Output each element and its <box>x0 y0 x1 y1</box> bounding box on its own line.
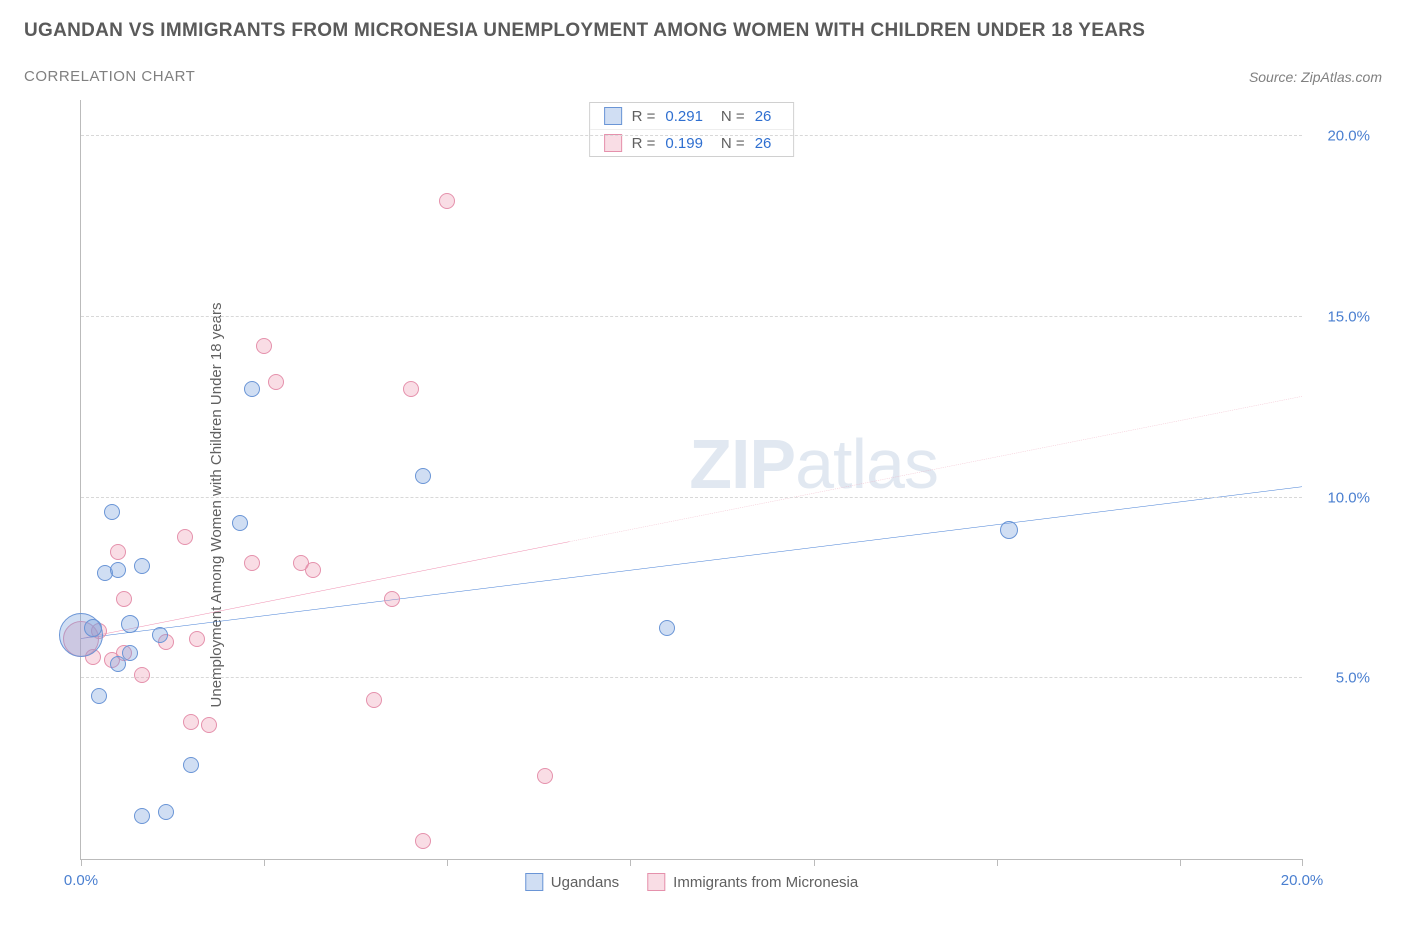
series-legend: Ugandans Immigrants from Micronesia <box>525 873 858 891</box>
x-tick <box>1180 859 1181 866</box>
y-tick-label: 10.0% <box>1327 489 1370 506</box>
x-tick <box>997 859 998 866</box>
gridline <box>81 677 1302 678</box>
data-point-ugandans <box>158 804 174 820</box>
legend-swatch-ugandans <box>525 873 543 891</box>
data-point-micronesia <box>189 631 205 647</box>
data-point-ugandans <box>110 562 126 578</box>
data-point-ugandans <box>121 615 139 633</box>
data-point-micronesia <box>403 381 419 397</box>
data-point-micronesia <box>256 338 272 354</box>
watermark: ZIPatlas <box>689 424 938 504</box>
data-point-micronesia <box>268 374 284 390</box>
r-value-ugandans: 0.291 <box>665 108 703 125</box>
data-point-ugandans <box>183 757 199 773</box>
plot-area: ZIPatlas R = 0.291 N = 26 R = 0.199 N = … <box>80 100 1302 860</box>
data-point-ugandans <box>659 620 675 636</box>
data-point-ugandans <box>134 558 150 574</box>
stats-row-ugandans: R = 0.291 N = 26 <box>590 103 794 129</box>
n-label: N = <box>721 135 745 152</box>
stats-legend: R = 0.291 N = 26 R = 0.199 N = 26 <box>589 102 795 157</box>
data-point-micronesia <box>244 555 260 571</box>
legend-item-micronesia: Immigrants from Micronesia <box>647 873 858 891</box>
y-tick-label: 20.0% <box>1327 128 1370 145</box>
n-value-micronesia: 26 <box>755 135 772 152</box>
n-value-ugandans: 26 <box>755 108 772 125</box>
x-tick <box>264 859 265 866</box>
y-tick-label: 5.0% <box>1336 670 1370 687</box>
swatch-ugandans <box>604 107 622 125</box>
data-point-micronesia <box>415 833 431 849</box>
data-point-micronesia <box>177 529 193 545</box>
x-tick <box>81 859 82 866</box>
data-point-micronesia <box>537 768 553 784</box>
legend-label-ugandans: Ugandans <box>551 874 619 891</box>
data-point-ugandans <box>232 515 248 531</box>
data-point-ugandans <box>84 619 102 637</box>
data-point-micronesia <box>116 591 132 607</box>
data-point-ugandans <box>1000 521 1018 539</box>
x-tick <box>814 859 815 866</box>
gridline <box>81 316 1302 317</box>
r-label: R = <box>632 108 656 125</box>
data-point-ugandans <box>91 688 107 704</box>
data-point-micronesia <box>384 591 400 607</box>
data-point-ugandans <box>244 381 260 397</box>
legend-item-ugandans: Ugandans <box>525 873 619 891</box>
legend-swatch-micronesia <box>647 873 665 891</box>
data-point-ugandans <box>152 627 168 643</box>
trend-lines <box>81 100 1302 859</box>
chart-title: UGANDAN VS IMMIGRANTS FROM MICRONESIA UN… <box>24 20 1382 42</box>
y-tick-label: 15.0% <box>1327 308 1370 325</box>
data-point-micronesia <box>201 717 217 733</box>
gridline <box>81 497 1302 498</box>
stats-row-micronesia: R = 0.199 N = 26 <box>590 129 794 156</box>
x-tick <box>630 859 631 866</box>
data-point-micronesia <box>305 562 321 578</box>
gridline <box>81 135 1302 136</box>
x-tick-label: 20.0% <box>1281 872 1324 889</box>
chart-source: Source: ZipAtlas.com <box>1249 69 1382 85</box>
chart-container: Unemployment Among Women with Children U… <box>24 100 1382 910</box>
data-point-micronesia <box>439 193 455 209</box>
r-value-micronesia: 0.199 <box>665 135 703 152</box>
data-point-micronesia <box>110 544 126 560</box>
data-point-ugandans <box>134 808 150 824</box>
r-label: R = <box>632 135 656 152</box>
data-point-micronesia <box>183 714 199 730</box>
data-point-ugandans <box>104 504 120 520</box>
data-point-ugandans <box>415 468 431 484</box>
n-label: N = <box>721 108 745 125</box>
x-tick-label: 0.0% <box>64 872 98 889</box>
legend-label-micronesia: Immigrants from Micronesia <box>673 874 858 891</box>
x-tick <box>447 859 448 866</box>
data-point-micronesia <box>366 692 382 708</box>
data-point-ugandans <box>122 645 138 661</box>
swatch-micronesia <box>604 134 622 152</box>
data-point-micronesia <box>134 667 150 683</box>
x-tick <box>1302 859 1303 866</box>
chart-subtitle: CORRELATION CHART <box>24 68 195 85</box>
